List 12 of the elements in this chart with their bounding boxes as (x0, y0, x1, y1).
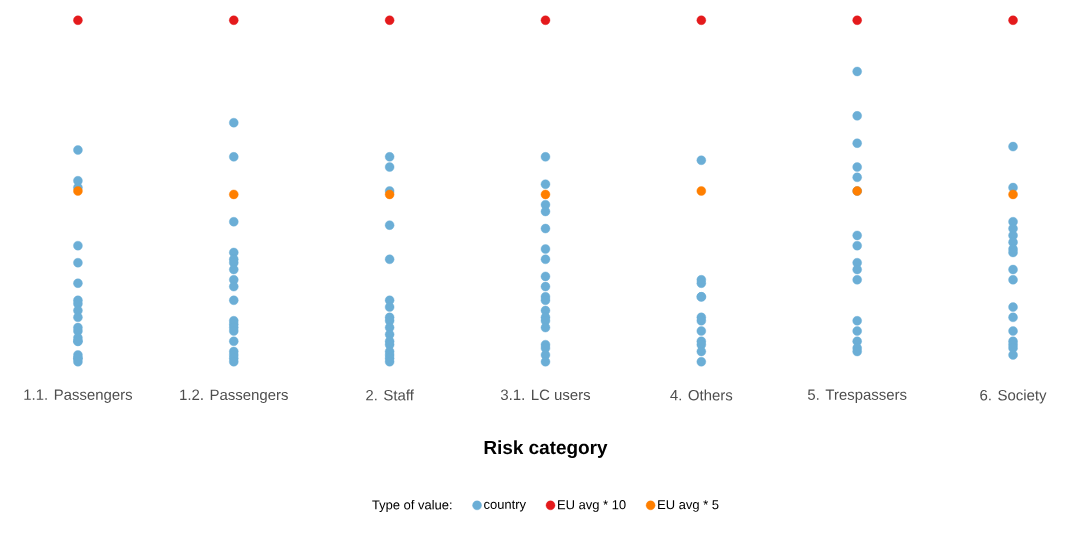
x-tick-label: 1.2. Passengers (180, 389, 288, 404)
x-axis-title: Risk category (484, 440, 608, 459)
legend-label: EU avg * 5 (658, 500, 719, 512)
x-tick-label: 1.1. Passengers (24, 389, 133, 403)
x-tick-label: 6. Society (980, 389, 1047, 404)
x-tick-label: 3.1. LC users (500, 389, 591, 401)
x-tick-label: 2. Staff (366, 389, 414, 401)
legend-label: EU avg * 10 (558, 500, 626, 512)
x-tick-label: 4. Others (670, 389, 733, 401)
legend-label: country (484, 500, 526, 512)
x-tick-label: 5. Trespassers (807, 389, 907, 403)
legend-title: Type of value: (372, 499, 452, 512)
